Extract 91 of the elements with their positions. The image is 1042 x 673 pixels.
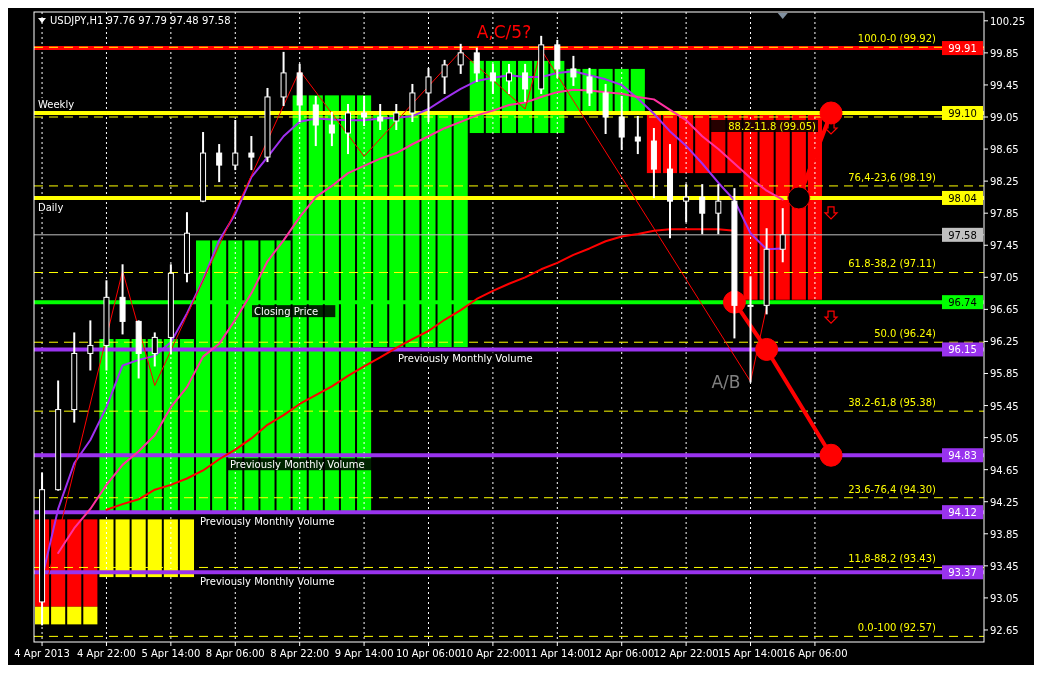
x-tick-label: 10 Apr 22:00: [460, 648, 526, 659]
annotation: 97.58: [948, 229, 977, 241]
candlestick: [634, 116, 641, 155]
ref-line-label: Previously Monthly Volume: [200, 516, 335, 528]
x-tick-label: 12 Apr 06:00: [589, 648, 655, 659]
candlestick: [473, 47, 480, 82]
y-tick-label: 95.45: [990, 400, 1019, 412]
candlestick: [586, 67, 593, 106]
candlestick: [522, 63, 529, 102]
y-tick-label: 94.25: [990, 496, 1019, 508]
ref-line-label: 76,4-23,6 (98.19): [848, 171, 937, 183]
candlestick: [377, 103, 384, 131]
annotation: 99.91: [948, 43, 977, 55]
point: [755, 337, 779, 361]
candlestick: [715, 184, 722, 235]
candlestick: [699, 184, 706, 235]
ref-line-label: Previously Monthly Volume: [230, 459, 365, 471]
y-tick-label: 94.65: [990, 464, 1019, 476]
x-tick-label: 8 Apr 22:00: [270, 648, 330, 659]
ref-line-label: 11,8-88,2 (93.43): [848, 553, 937, 565]
x-tick-label: 15 Apr 14:00: [717, 648, 784, 659]
ref-line-label: Previously Monthly Volume: [200, 576, 335, 588]
candlestick: [216, 144, 223, 183]
candlestick: [441, 59, 448, 94]
y-tick-label: 98.25: [990, 176, 1019, 188]
ref-line-label: Closing Price: [254, 306, 319, 318]
candlestick: [457, 43, 464, 74]
candlestick: [779, 208, 786, 263]
annotation: 93.37: [948, 567, 977, 579]
y-tick-label: 97.45: [990, 240, 1019, 252]
chart-title: USDJPY,H1 97.76 97.79 97.48 97.58: [50, 15, 231, 26]
candlestick: [409, 83, 416, 123]
y-tick-label: 96.25: [990, 336, 1019, 348]
ref-line-label: Weekly: [38, 98, 75, 110]
y-tick-label: 97.85: [990, 208, 1019, 220]
y-tick-label: 93.45: [990, 560, 1019, 572]
x-tick-label: 8 Apr 06:00: [205, 648, 265, 659]
point: [819, 443, 843, 467]
y-tick-label: 93.05: [990, 592, 1019, 604]
y-tick-label: 92.65: [990, 624, 1019, 636]
y-tick-label: 96.65: [990, 304, 1019, 316]
bar: [67, 519, 82, 607]
annotation: 98.04: [948, 192, 977, 204]
candlestick: [312, 95, 319, 147]
point: [787, 186, 811, 210]
annotation: 96.74: [948, 297, 977, 309]
candlestick: [618, 95, 625, 151]
ref-line-label: 88.2-11.8 (99.05): [728, 121, 817, 132]
y-tick-label: 97.05: [990, 272, 1019, 284]
x-tick-label: 4 Apr 22:00: [77, 648, 136, 659]
y-tick-label: 99.45: [990, 79, 1019, 91]
candlestick: [344, 103, 351, 155]
y-tick-label: 93.85: [990, 528, 1019, 540]
annotation: 96.15: [948, 344, 977, 356]
x-tick-label: 4 Apr 2013: [14, 648, 70, 659]
x-tick-label: 11 Apr 14:00: [524, 648, 590, 659]
ref-line-label: 61.8-38,2 (97.11): [848, 258, 937, 270]
candlestick: [248, 136, 255, 171]
ref-line-label: 38.2-61,8 (95.38): [848, 397, 937, 409]
y-tick-label: 95.05: [990, 432, 1019, 444]
y-tick-label: 95.85: [990, 368, 1019, 380]
annotation: 94.12: [948, 507, 977, 519]
ref-line-label: Previously Monthly Volume: [398, 353, 533, 365]
y-tick-label: 100.25: [990, 15, 1025, 27]
x-tick-label: 12 Apr 22:00: [653, 648, 719, 659]
bar: [83, 519, 98, 607]
annotation: A/B: [711, 371, 741, 392]
candlestick: [506, 63, 512, 94]
candlestick: [570, 55, 577, 86]
y-tick-label: 99.05: [990, 112, 1019, 123]
ref-line-label: 100.0-0 (99.92): [857, 33, 937, 45]
ref-line-label: 0.0-100 (92.57): [857, 622, 937, 634]
ref-line-label: Daily: [38, 201, 64, 213]
annotation: 99.10: [948, 107, 977, 119]
x-tick-label: 16 Apr 06:00: [782, 648, 848, 659]
candlestick: [87, 320, 94, 371]
ref-line-label: 23.6-76,4 (94.30): [848, 483, 937, 495]
x-tick-label: 5 Apr 14:00: [141, 648, 201, 659]
y-tick-label: 99.85: [990, 47, 1019, 59]
bar: [51, 606, 66, 625]
candlestick: [393, 103, 400, 131]
y-tick-label: 98.65: [990, 144, 1019, 156]
candlestick: [328, 111, 335, 147]
x-tick-label: 10 Apr 06:00: [395, 648, 462, 659]
bar: [83, 606, 98, 625]
x-tick-label: 9 Apr 14:00: [334, 648, 394, 659]
bar: [67, 606, 82, 625]
annotation: A,C/5?: [476, 21, 532, 42]
candlestick: [151, 332, 158, 367]
ref-line-label: 50.0 (96.24): [874, 328, 937, 340]
annotation: 94.83: [948, 450, 977, 462]
